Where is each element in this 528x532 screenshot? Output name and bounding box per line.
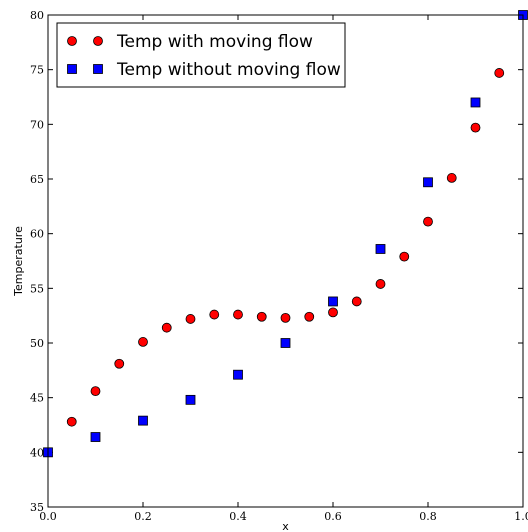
x-axis-label: x: [282, 520, 289, 532]
no-flow-point: [280, 338, 291, 348]
moving-flow-point: [209, 309, 220, 320]
no-flow-point: [233, 369, 243, 380]
moving-flow-point: [494, 68, 505, 78]
moving-flow-point: [423, 216, 433, 227]
y-tick-label: 45: [30, 392, 44, 405]
moving-flow-point: [328, 307, 338, 318]
moving-flow-point: [138, 337, 148, 347]
legend-label: Temp with moving flow: [116, 32, 313, 52]
moving-flow-point: [233, 309, 243, 320]
moving-flow-point: [185, 314, 196, 324]
y-tick-label: 75: [30, 64, 44, 77]
x-tick-label: 0.0: [39, 510, 57, 523]
moving-flow-point: [399, 251, 410, 262]
legend: Temp with moving flow Temp without moving…: [56, 22, 346, 88]
moving-flow-point: [90, 386, 101, 397]
no-flow-point: [138, 415, 148, 426]
moving-flow-point: [446, 173, 457, 183]
y-tick-label: 80: [30, 9, 44, 22]
moving-flow-point: [304, 311, 315, 322]
tick-labels: 0.0 0.2 0.4 0.6 0.8 1.0 35 40 45 50 55 60 65 70 75 80: [30, 9, 528, 523]
axis-ticks: [47, 14, 524, 508]
no-flow-point: [423, 177, 433, 188]
moving-flow-point: [114, 358, 125, 369]
no-flow-point: [185, 394, 196, 405]
legend-marker: [67, 36, 77, 46]
y-tick-label: 65: [30, 173, 44, 186]
moving-flow-point: [161, 322, 172, 333]
y-tick-label: 70: [30, 118, 44, 131]
moving-flow-point: [351, 296, 362, 307]
plot-frame: [47, 14, 524, 508]
moving-flow-point: [470, 122, 481, 133]
x-tick-label: 0.2: [134, 510, 152, 523]
y-tick-label: 55: [30, 282, 44, 295]
x-tick-label: 1.0: [514, 510, 528, 523]
x-tick-label: 0.8: [419, 510, 437, 523]
y-tick-label: 40: [30, 446, 44, 459]
moving-flow-point: [256, 311, 267, 322]
moving-flow-point: [66, 416, 77, 427]
x-tick-label: 0.4: [229, 510, 247, 523]
no-flow-point: [375, 244, 386, 254]
legend-box: [56, 22, 346, 88]
data-points: [43, 10, 528, 458]
legend-marker: [93, 36, 103, 46]
y-tick-label: 50: [30, 337, 44, 350]
moving-flow-point: [280, 312, 291, 323]
legend-marker: [67, 64, 77, 74]
no-flow-point: [470, 97, 481, 108]
no-flow-point: [328, 296, 338, 307]
x-tick-label: 0.6: [324, 510, 342, 523]
y-tick-label: 60: [30, 228, 44, 241]
y-axis-label: Temperature: [12, 226, 25, 297]
moving-flow-point: [375, 279, 386, 289]
legend-label: Temp without moving flow: [116, 60, 341, 80]
y-tick-label: 35: [30, 501, 44, 514]
legend-marker: [93, 64, 103, 74]
no-flow-point: [90, 432, 101, 442]
